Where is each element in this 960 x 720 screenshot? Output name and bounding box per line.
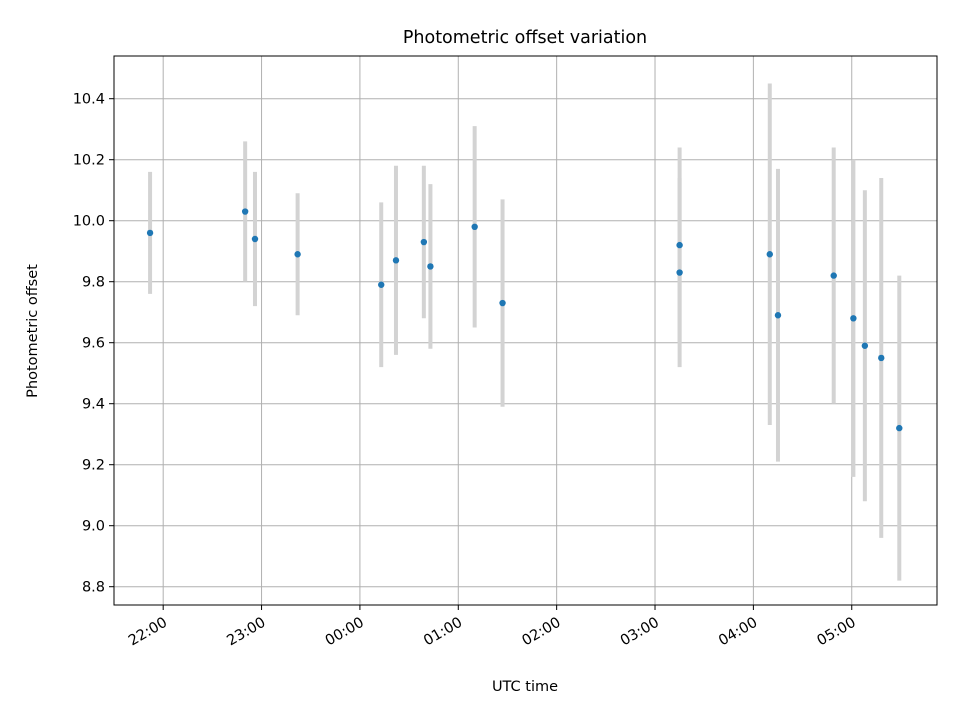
- y-tick-label: 10.2: [73, 153, 105, 169]
- data-point: [850, 315, 857, 322]
- y-tick-label: 9.8: [82, 275, 105, 291]
- y-tick-label: 10.0: [73, 214, 105, 230]
- data-point: [676, 269, 683, 276]
- plot-frame: [113, 55, 938, 606]
- data-point: [251, 235, 259, 243]
- data-point: [146, 229, 154, 237]
- data-point: [427, 263, 434, 270]
- data-point: [420, 238, 428, 246]
- y-tick-label: 9.4: [82, 397, 105, 413]
- data-point: [241, 208, 249, 215]
- data-point: [774, 312, 782, 319]
- data-point: [499, 299, 506, 307]
- data-point: [861, 342, 869, 349]
- y-tick-label: 9.2: [82, 458, 105, 474]
- x-axis-label: UTC time: [492, 679, 558, 695]
- y-tick-label: 9.6: [82, 336, 105, 352]
- y-tick-label: 8.8: [82, 580, 105, 596]
- data-point: [392, 257, 400, 264]
- data-point: [676, 241, 683, 249]
- data-point: [766, 251, 773, 258]
- data-point: [378, 281, 385, 288]
- data-point: [896, 424, 903, 432]
- data-point: [878, 354, 885, 362]
- y-axis-label: Photometric offset: [25, 264, 41, 398]
- data-point: [830, 272, 837, 279]
- grid: [114, 56, 937, 605]
- y-tick-label: 10.4: [73, 92, 105, 108]
- chart-title: Photometric offset variation: [403, 28, 647, 48]
- data-point: [294, 251, 301, 258]
- data-point: [471, 223, 478, 230]
- data-markers: [146, 208, 903, 432]
- y-tick-label: 9.0: [82, 519, 105, 535]
- y-axis: 8.8 9.0 9.2 9.4 9.6 9.8 10.0 10.2 10.4: [73, 92, 114, 596]
